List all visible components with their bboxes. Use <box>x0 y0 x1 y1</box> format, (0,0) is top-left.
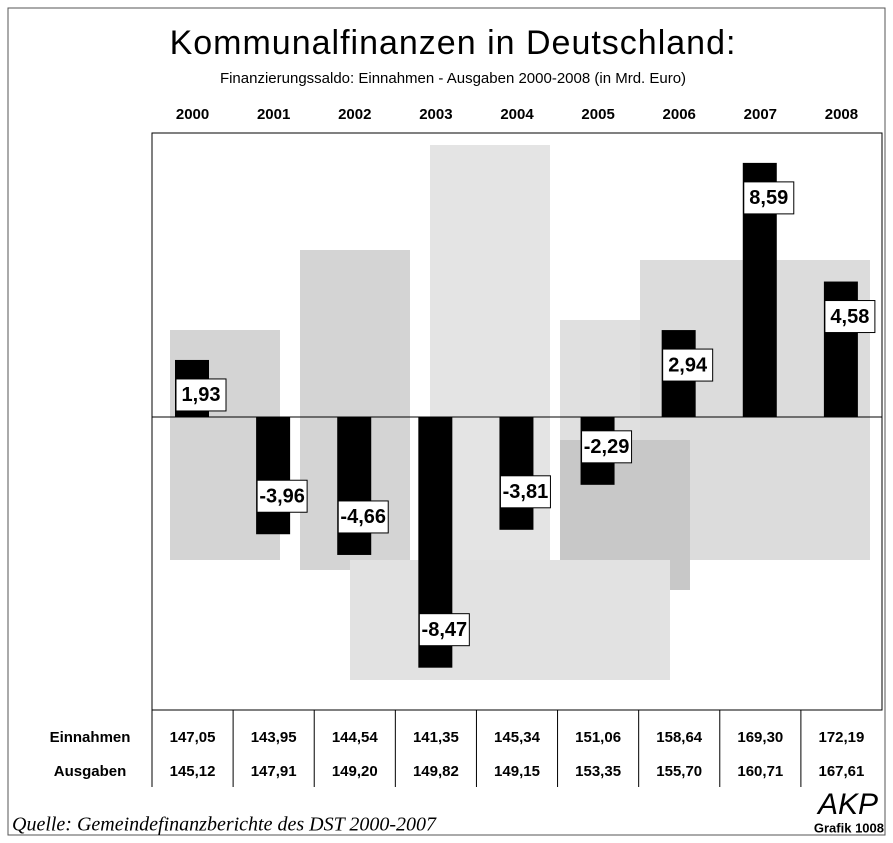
table-cell: 160,71 <box>737 763 783 780</box>
table-cell: 145,34 <box>494 729 541 746</box>
chart-title: Kommunalfinanzen in Deutschland: <box>170 24 737 62</box>
chart-subtitle: Finanzierungssaldo: Einnahmen - Ausgaben… <box>220 70 686 87</box>
table-cell: 149,82 <box>413 763 459 780</box>
x-tick-label: 2007 <box>744 106 777 123</box>
x-tick-label: 2002 <box>338 106 371 123</box>
value-label: -2,29 <box>584 436 630 458</box>
x-tick-label: 2005 <box>581 106 614 123</box>
table-cell: 149,20 <box>332 763 378 780</box>
value-label: -4,66 <box>340 506 386 528</box>
value-label-box <box>581 430 633 464</box>
table-cell: 147,91 <box>251 763 297 780</box>
table-cell: 169,30 <box>737 729 783 746</box>
value-label-box <box>175 378 227 412</box>
table-cell: 141,35 <box>413 729 459 746</box>
value-label: -3,81 <box>503 481 549 503</box>
table-cell: 158,64 <box>656 729 703 746</box>
table-row-label: Einnahmen <box>50 729 131 746</box>
value-label-box <box>662 348 714 382</box>
table-cell: 155,70 <box>656 763 702 780</box>
x-tick-label: 2003 <box>419 106 452 123</box>
plot-frame <box>151 132 883 711</box>
value-label: -3,96 <box>259 486 305 508</box>
bar <box>337 417 372 555</box>
table-row-label: Ausgaben <box>54 763 127 780</box>
x-tick-label: 2006 <box>663 106 696 123</box>
x-tick-label: 2000 <box>176 106 209 123</box>
value-label-box <box>499 475 551 509</box>
table-cell: 149,15 <box>494 763 540 780</box>
logo-text: Grafik 1008 <box>814 820 884 835</box>
table-cell: 147,05 <box>170 729 216 746</box>
table-cell: 144,54 <box>332 729 379 746</box>
value-label: 1,93 <box>182 384 221 406</box>
value-label: 4,58 <box>830 306 869 328</box>
source: Quelle: Gemeindefinanzberichte des DST 2… <box>12 814 437 836</box>
table-cell: 151,06 <box>575 729 621 746</box>
value-label-box <box>743 181 795 215</box>
value-label-box <box>256 479 308 513</box>
bar <box>256 417 291 535</box>
bar <box>499 417 534 530</box>
table-cell: 167,61 <box>818 763 864 780</box>
outer-frame <box>7 7 886 836</box>
logo-name: AKP <box>816 788 878 821</box>
value-label-box <box>824 300 876 334</box>
value-label: 8,59 <box>749 187 788 209</box>
value-label-box <box>418 613 470 647</box>
x-tick-label: 2004 <box>500 106 534 123</box>
x-tick-label: 2008 <box>825 106 858 123</box>
x-tick-label: 2001 <box>257 106 290 123</box>
table-cell: 143,95 <box>251 729 297 746</box>
table-cell: 153,35 <box>575 763 621 780</box>
table-cell: 145,12 <box>170 763 216 780</box>
table-cell: 172,19 <box>818 729 864 746</box>
value-label-box <box>337 500 389 534</box>
value-label: -8,47 <box>422 619 468 641</box>
value-label: 2,94 <box>668 354 708 376</box>
